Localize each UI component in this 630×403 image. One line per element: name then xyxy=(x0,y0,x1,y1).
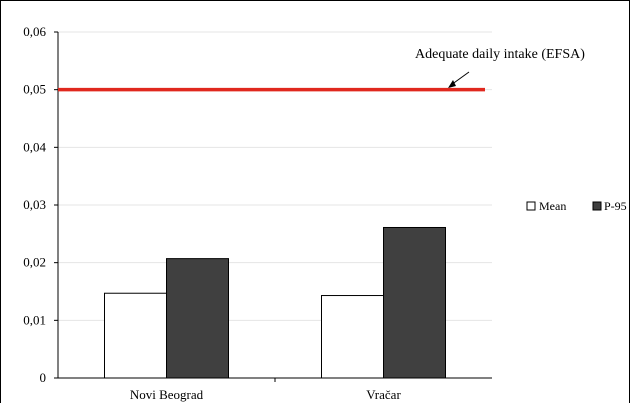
legend-label-p95: P-95 xyxy=(604,199,627,213)
legend-swatch-p95 xyxy=(592,201,602,211)
y-tick-label: 0,03 xyxy=(23,197,46,212)
annotation: Adequate daily intake (EFSA) xyxy=(415,47,585,88)
bar-mean-2 xyxy=(321,295,384,379)
bar-mean-1 xyxy=(104,292,167,379)
legend-label-mean: Mean xyxy=(539,199,566,213)
y-tick-label: 0,05 xyxy=(23,82,46,97)
y-tick-label: 0,01 xyxy=(23,312,46,327)
bar-p-95-1 xyxy=(166,258,229,379)
y-tick-label: 0,02 xyxy=(23,255,46,270)
arrow-head-icon xyxy=(448,80,456,88)
y-tick-label: 0,06 xyxy=(23,24,46,39)
annotation-text: Adequate daily intake (EFSA) xyxy=(415,47,585,62)
y-tick-label: 0 xyxy=(40,370,47,385)
x-categories: Novi Beograd Vračar xyxy=(130,378,401,402)
x-category-label: Novi Beograd xyxy=(130,387,204,402)
bars xyxy=(104,226,446,379)
legend: Mean P-95 xyxy=(526,199,627,213)
x-category-label: Vračar xyxy=(366,387,401,402)
legend-swatch-mean xyxy=(526,201,536,211)
y-tick-label: 0,04 xyxy=(23,139,46,154)
y-ticks: 0 0,01 0,02 0,03 0,04 0,05 0,06 xyxy=(23,24,58,385)
bar-p-95-2 xyxy=(383,226,446,379)
